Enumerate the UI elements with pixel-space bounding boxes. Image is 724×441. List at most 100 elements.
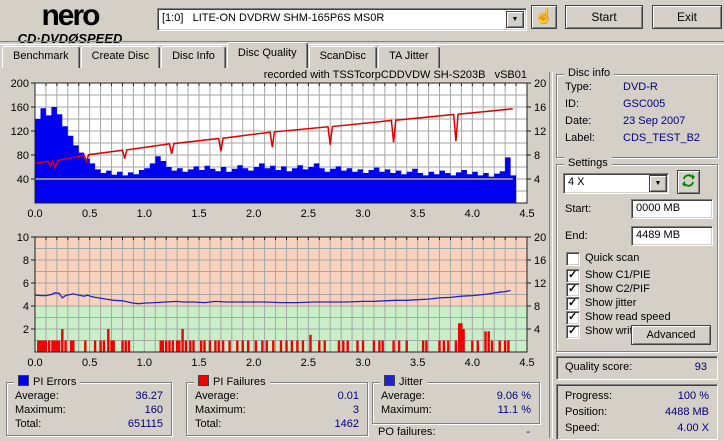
quality-score-panel: Quality score: 93 — [556, 356, 718, 380]
disc-date-value: 23 Sep 2007 — [623, 115, 686, 127]
quick-scan-label: Quick scan — [585, 252, 640, 264]
svg-text:8: 8 — [534, 150, 540, 162]
svg-text:10: 10 — [17, 232, 29, 244]
svg-text:0.0: 0.0 — [27, 357, 42, 369]
pi-errors-speed-chart: 0.0 0.5 1.0 1.5 2.0 2.5 3.0 3.5 4.0 4.5 40 80 120 160… — [11, 78, 547, 220]
jitter-maximum-label: Maximum: — [381, 404, 432, 416]
svg-text:8: 8 — [534, 301, 540, 313]
disc-label-value: CDS_TEST_B2 — [623, 132, 701, 144]
svg-text:20: 20 — [534, 78, 546, 90]
svg-text:2.5: 2.5 — [301, 208, 316, 220]
speed-select-value: 4 X — [568, 176, 585, 188]
svg-text:2.0: 2.0 — [246, 357, 261, 369]
eject-button[interactable]: ☝ — [531, 5, 557, 29]
svg-text:0.5: 0.5 — [82, 357, 97, 369]
svg-text:4.0: 4.0 — [465, 208, 480, 220]
pi-failures-jitter-chart: 0.0 0.5 1.0 1.5 2.0 2.5 3.0 3.5 4.0 4.5 2 4 6 8 10 4 8 12… — [17, 232, 547, 369]
pi-failures-title: PI Failures — [213, 376, 266, 388]
disc-info-panel: Disc info Type: DVD-R ID: GSC005 Date: 23 S… — [556, 67, 718, 158]
svg-text:4: 4 — [534, 324, 540, 336]
progress-panel: Progress: 100 % Position: 4488 MB Speed: 4.… — [556, 384, 718, 440]
show-c2-pif-label: Show C2/PIF — [585, 283, 650, 295]
show-c2-pif-checkbox[interactable] — [566, 282, 580, 297]
disc-date-label: Date: — [565, 115, 592, 127]
position-value: 4488 MB — [664, 406, 709, 418]
svg-text:6: 6 — [23, 278, 29, 290]
pi-errors-stats-panel: PI Errors Average: 36.27 Maximum: 160 Tota… — [6, 375, 172, 436]
panel-divider — [549, 72, 553, 438]
svg-text:16: 16 — [534, 255, 546, 267]
end-field-label: End: — [565, 230, 588, 242]
tab-create-disc[interactable]: Create Disc — [80, 46, 161, 68]
svg-text:3.0: 3.0 — [355, 208, 370, 220]
speed-label: Speed: — [565, 422, 600, 434]
tab-scandisc[interactable]: ScanDisc — [308, 46, 378, 68]
svg-text:2.5: 2.5 — [301, 357, 316, 369]
pi-failures-average-value: 0.01 — [337, 390, 359, 402]
disc-id-value: GSC005 — [623, 98, 666, 110]
end-field[interactable]: 4489 MB — [631, 226, 713, 246]
svg-text:40: 40 — [17, 174, 29, 186]
tab-disc-quality[interactable]: Disc Quality — [226, 42, 308, 68]
show-c1-pie-checkbox[interactable] — [566, 268, 580, 283]
show-jitter-checkbox[interactable] — [566, 296, 580, 311]
exit-button[interactable]: Exit — [652, 5, 722, 29]
disc-label-label: Label: — [565, 132, 595, 144]
show-read-speed-label: Show read speed — [585, 311, 671, 323]
show-c1-pie-label: Show C1/PIE — [585, 269, 651, 281]
start-field[interactable]: 0000 MB — [631, 199, 713, 219]
svg-text:4.5: 4.5 — [519, 357, 534, 369]
show-jitter-label: Show jitter — [585, 297, 637, 309]
pi-errors-legend-swatch — [18, 375, 29, 386]
speed-select[interactable]: 4 X ▼ — [563, 173, 669, 194]
chart-title: recorded with TSSTcorpCDDVDW SH-S203B vS… — [263, 69, 527, 81]
pi-errors-total-value: 651115 — [127, 418, 163, 430]
tab-benchmark[interactable]: Benchmark — [2, 46, 80, 68]
quality-score-label: Quality score: — [565, 361, 633, 373]
svg-text:160: 160 — [11, 102, 29, 114]
show-read-speed-checkbox[interactable] — [566, 310, 580, 325]
po-failures-row: PO failures: - — [378, 426, 530, 438]
show-write-speed-checkbox[interactable] — [566, 324, 580, 339]
speed-value: 4.00 X — [677, 422, 709, 434]
quick-scan-checkbox[interactable] — [566, 252, 580, 266]
quality-score-value: 93 — [694, 361, 707, 373]
svg-text:200: 200 — [11, 78, 29, 90]
drive-select-value: [1:0] LITE-ON DVDRW SHM-165P6S MS0R — [162, 12, 385, 24]
pi-errors-title: PI Errors — [33, 376, 77, 388]
jitter-maximum-value: 11.1 % — [497, 404, 531, 416]
pi-failures-average-label: Average: — [195, 390, 239, 402]
svg-text:0.0: 0.0 — [27, 208, 42, 220]
refresh-button[interactable] — [677, 170, 700, 194]
jitter-legend-swatch — [384, 375, 395, 386]
po-failures-value: - — [526, 426, 530, 438]
chevron-down-icon[interactable]: ▼ — [649, 175, 667, 192]
eject-hand-icon: ☝ — [534, 8, 554, 25]
disc-info-title: Disc info — [564, 67, 615, 79]
tab-disc-info[interactable]: Disc Info — [161, 46, 226, 68]
pi-errors-maximum-value: 160 — [144, 404, 163, 416]
start-field-label: Start: — [565, 203, 592, 215]
disc-id-label: ID: — [565, 98, 580, 110]
header-divider — [0, 41, 724, 45]
svg-text:4.0: 4.0 — [465, 357, 480, 369]
svg-text:2.0: 2.0 — [246, 208, 261, 220]
svg-text:1.0: 1.0 — [137, 208, 152, 220]
svg-text:4: 4 — [23, 301, 29, 313]
svg-text:12: 12 — [534, 278, 546, 290]
progress-value: 100 % — [677, 390, 709, 402]
refresh-icon — [682, 174, 695, 187]
pi-errors-maximum-label: Maximum: — [15, 404, 66, 416]
svg-text:3.5: 3.5 — [410, 208, 425, 220]
jitter-average-value: 9.06 % — [496, 390, 531, 402]
tab-ta-jitter[interactable]: TA Jitter — [378, 46, 440, 68]
drive-select[interactable]: [1:0] LITE-ON DVDRW SHM-165P6S MS0R ▼ — [157, 8, 527, 31]
pi-failures-total-label: Total: — [195, 418, 222, 430]
svg-text:120: 120 — [11, 126, 29, 138]
chevron-down-icon[interactable]: ▼ — [506, 11, 524, 28]
pi-failures-legend-swatch — [198, 375, 209, 386]
pi-failures-stats-panel: PI Failures Average: 0.01 Maximum: 3 Total… — [186, 375, 368, 436]
disc-type-label: Type: — [565, 81, 592, 93]
advanced-button[interactable]: Advanced — [631, 325, 711, 345]
start-button[interactable]: Start — [565, 5, 643, 29]
